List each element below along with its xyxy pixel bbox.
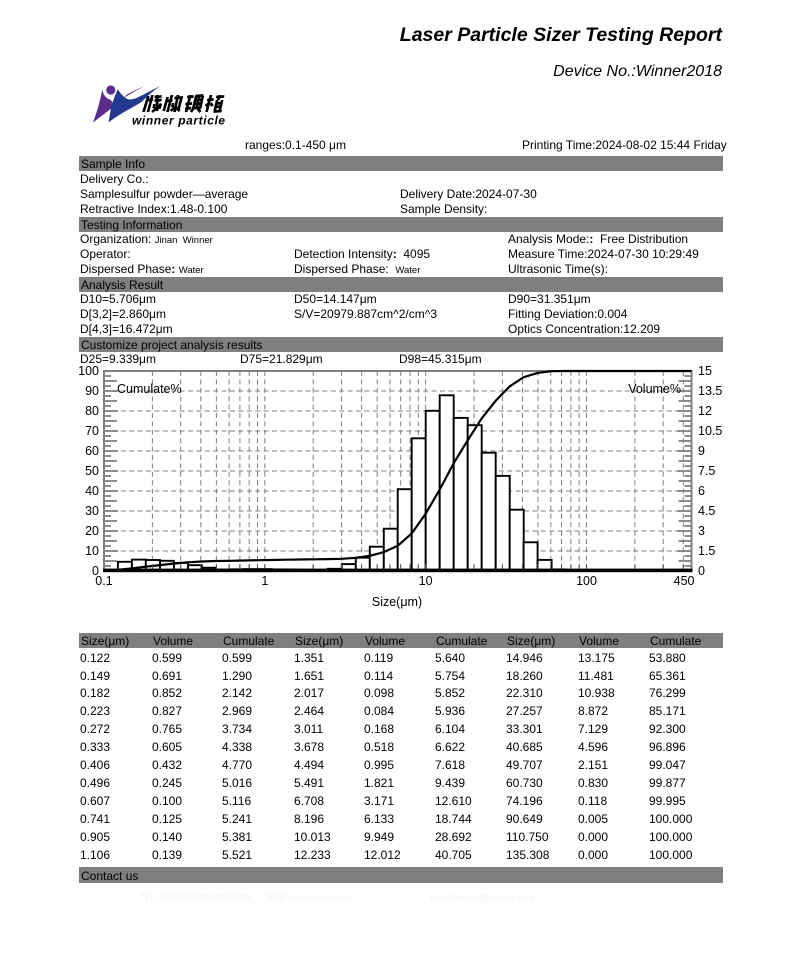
svg-text:10: 10 [419, 574, 433, 588]
svg-text:9: 9 [698, 444, 705, 458]
svg-text:0.1: 0.1 [95, 574, 112, 588]
svg-text:100: 100 [78, 364, 99, 378]
svg-text:20: 20 [85, 524, 99, 538]
svg-text:10: 10 [85, 544, 99, 558]
svg-text:Cumulate%: Cumulate% [117, 382, 182, 396]
svg-text:10.5: 10.5 [698, 424, 722, 438]
svg-text:100: 100 [576, 574, 597, 588]
svg-text:80: 80 [85, 404, 99, 418]
svg-text:30: 30 [85, 504, 99, 518]
svg-text:1: 1 [261, 574, 268, 588]
svg-text:40: 40 [85, 484, 99, 498]
svg-text:Volume%: Volume% [628, 382, 681, 396]
svg-text:70: 70 [85, 424, 99, 438]
svg-text:90: 90 [85, 384, 99, 398]
svg-text:6: 6 [698, 484, 705, 498]
svg-text:450: 450 [674, 574, 695, 588]
svg-text:1.5: 1.5 [698, 544, 715, 558]
svg-text:0: 0 [92, 564, 99, 578]
svg-text:3: 3 [698, 524, 705, 538]
svg-text:60: 60 [85, 444, 99, 458]
svg-text:4.5: 4.5 [698, 504, 715, 518]
svg-text:13.5: 13.5 [698, 384, 722, 398]
svg-text:7.5: 7.5 [698, 464, 715, 478]
svg-text:0: 0 [698, 564, 705, 578]
svg-text:50: 50 [85, 464, 99, 478]
svg-text:winner particle: winner particle [132, 114, 226, 128]
svg-text:15: 15 [698, 364, 712, 378]
svg-text:Size(μm): Size(μm) [372, 595, 422, 609]
svg-text:12: 12 [698, 404, 712, 418]
